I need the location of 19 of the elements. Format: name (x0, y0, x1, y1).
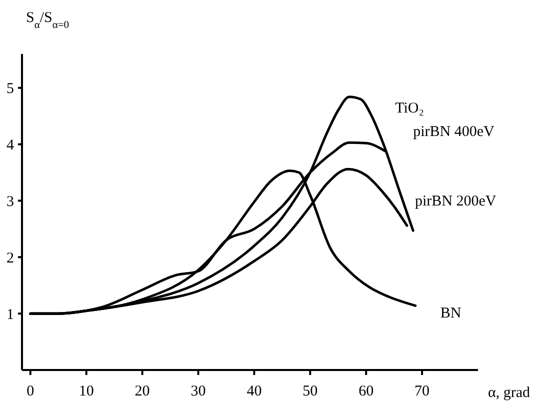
series-label: BN (440, 306, 462, 322)
series-label: TiO₂ (395, 100, 424, 117)
y-tick-label: 1 (6, 306, 14, 323)
x-tick-label: 20 (134, 384, 150, 400)
y-tick-label: 3 (6, 194, 14, 210)
text: pirBN 400eV (413, 124, 495, 140)
x-tick-label: 10 (78, 384, 94, 400)
x-tick-label: 50 (302, 384, 318, 400)
series-label: pirBN 200eV (414, 194, 496, 210)
x-tick-label: 60 (358, 384, 374, 400)
x-tick-label: 0 (26, 384, 34, 400)
x-tick-label: 70 (414, 384, 430, 400)
x-tick-label: 40 (246, 384, 262, 400)
y-tick-label: 5 (6, 81, 14, 98)
x-axis-title: α, grad (488, 385, 531, 401)
y-axis-title: S$_{α}$/S$_{α=0}$ (26, 10, 70, 30)
y-tick-label: 4 (6, 138, 14, 154)
y-tick-label: 2 (6, 250, 14, 266)
x-tick-label: 30 (190, 384, 206, 400)
